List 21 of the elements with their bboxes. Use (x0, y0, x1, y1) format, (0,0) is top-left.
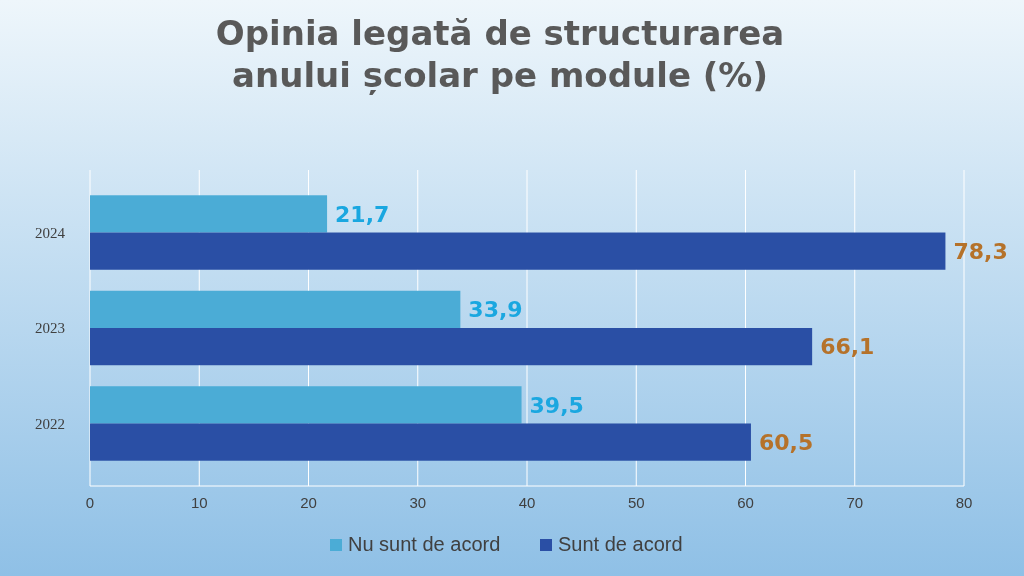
data-label: 66,1 (820, 334, 875, 360)
x-tick-label: 50 (627, 494, 645, 511)
data-label: 39,5 (529, 392, 584, 418)
x-tick-label: 80 (955, 494, 973, 511)
data-label: 33,9 (468, 297, 523, 323)
y-tick-label: 2024 (35, 224, 66, 241)
y-tick-label: 2022 (35, 415, 65, 432)
x-tick-label: 10 (190, 494, 208, 511)
data-label: 60,5 (758, 429, 814, 455)
x-tick-label: 20 (300, 494, 317, 511)
legend-label: Sunt de acord (558, 533, 683, 555)
x-tick-label: 0 (85, 494, 95, 511)
x-tick-label: 40 (518, 494, 536, 511)
x-tick-label: 70 (846, 494, 864, 511)
y-tick-label: 2023 (35, 320, 65, 337)
x-tick-label: 60 (737, 494, 754, 511)
data-label: 21,7 (335, 201, 390, 227)
legend-label: Nu sunt de acord (348, 533, 501, 555)
data-label: 78,3 (953, 238, 1008, 264)
x-tick-label: 30 (409, 494, 427, 511)
chart-title: Opinia legată de structurarea anului școlar pe module (%) (215, 13, 785, 95)
